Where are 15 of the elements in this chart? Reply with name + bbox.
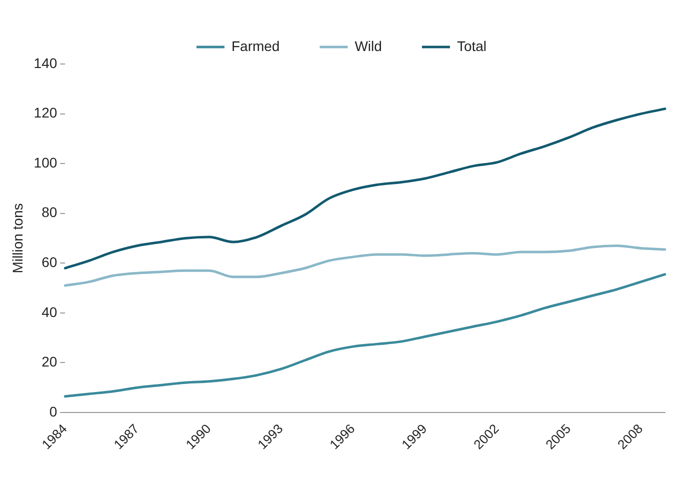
y-tick-label: 40 xyxy=(42,304,58,320)
y-tick-label: 60 xyxy=(42,254,58,270)
y-tick-label: 120 xyxy=(34,104,58,121)
legend-label: Total xyxy=(456,38,487,54)
y-tick-label: 20 xyxy=(42,354,58,370)
line-series xyxy=(64,273,666,398)
legend-label: Wild xyxy=(354,38,382,54)
y-tick-label: 140 xyxy=(34,54,58,71)
y-tick-label: 80 xyxy=(42,204,58,220)
line-series xyxy=(64,244,666,287)
legend-label: Farmed xyxy=(231,38,280,54)
line-series xyxy=(64,108,666,270)
y-tick-label: 0 xyxy=(49,403,58,420)
y-axis-title: Million tons xyxy=(9,203,26,274)
y-tick-label: 100 xyxy=(34,154,58,170)
